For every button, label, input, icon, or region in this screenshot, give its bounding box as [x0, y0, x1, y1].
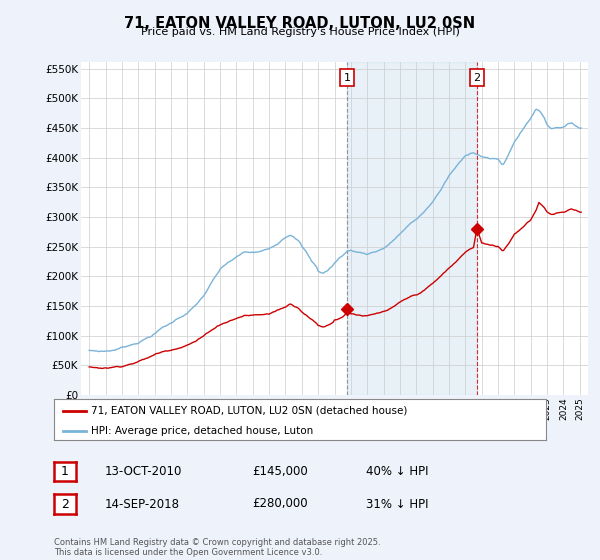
- Text: Contains HM Land Registry data © Crown copyright and database right 2025.
This d: Contains HM Land Registry data © Crown c…: [54, 538, 380, 557]
- Text: 71, EATON VALLEY ROAD, LUTON, LU2 0SN: 71, EATON VALLEY ROAD, LUTON, LU2 0SN: [124, 16, 476, 31]
- Text: 40% ↓ HPI: 40% ↓ HPI: [366, 465, 428, 478]
- Text: 71, EATON VALLEY ROAD, LUTON, LU2 0SN (detached house): 71, EATON VALLEY ROAD, LUTON, LU2 0SN (d…: [91, 405, 407, 416]
- Text: £145,000: £145,000: [252, 465, 308, 478]
- Text: 1: 1: [344, 73, 351, 83]
- Text: Price paid vs. HM Land Registry's House Price Index (HPI): Price paid vs. HM Land Registry's House …: [140, 27, 460, 37]
- Text: 2: 2: [61, 497, 69, 511]
- Text: 14-SEP-2018: 14-SEP-2018: [105, 497, 180, 511]
- Bar: [347, 62, 477, 395]
- Text: 13-OCT-2010: 13-OCT-2010: [105, 465, 182, 478]
- Text: HPI: Average price, detached house, Luton: HPI: Average price, detached house, Luto…: [91, 426, 313, 436]
- Text: 2: 2: [473, 73, 481, 83]
- Text: 1: 1: [61, 465, 69, 478]
- Text: 31% ↓ HPI: 31% ↓ HPI: [366, 497, 428, 511]
- Text: £280,000: £280,000: [252, 497, 308, 511]
